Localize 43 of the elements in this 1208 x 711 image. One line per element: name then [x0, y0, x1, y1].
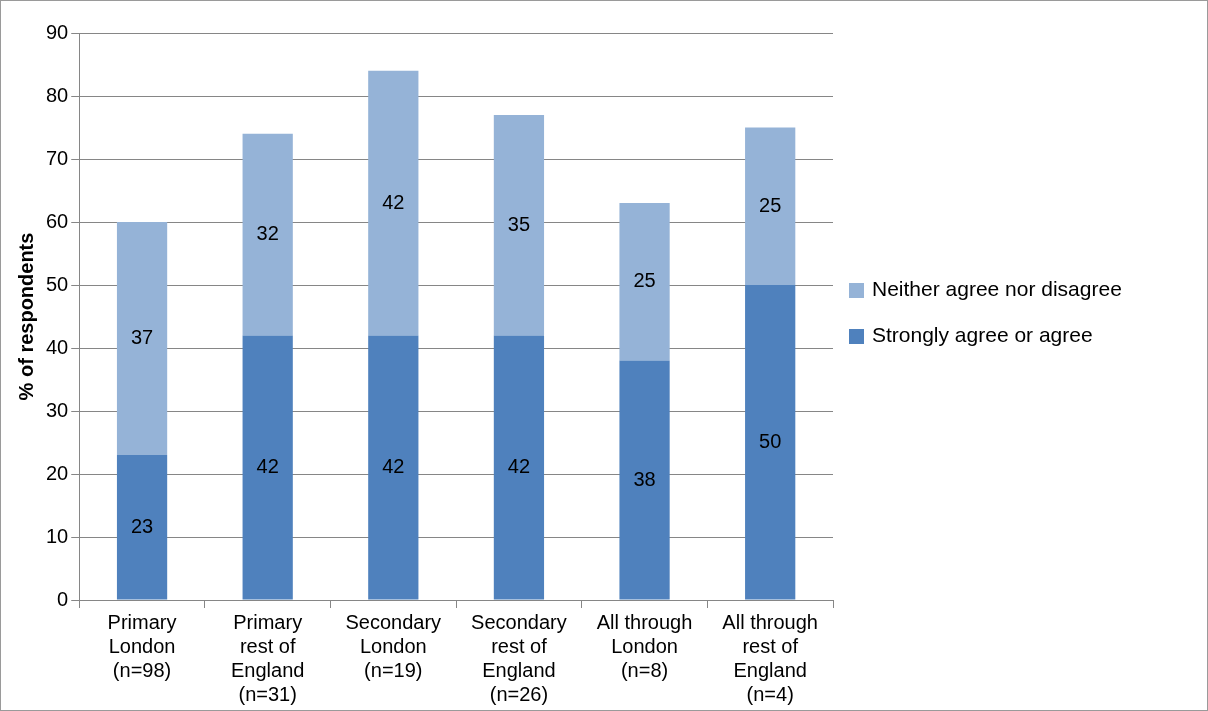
data-label: 42 — [256, 454, 279, 477]
bar — [745, 127, 796, 285]
legend-label: Strongly agree or agree — [872, 323, 1093, 347]
x-tick-label: All through London (n=8) — [596, 610, 693, 681]
x-tick-label: All through rest of England (n=4) — [722, 610, 818, 705]
data-label: 42 — [507, 454, 531, 477]
x-tick-label: Secondary London (n=19) — [345, 610, 442, 681]
y-tick-label: 10 — [46, 524, 69, 547]
bar — [242, 133, 293, 336]
bar — [116, 455, 168, 600]
bar — [116, 222, 168, 456]
y-tick-label: 30 — [46, 398, 69, 421]
x-tick-label: Secondary rest of England (n=26) — [471, 610, 567, 705]
y-axis-title: % of respondents — [14, 232, 37, 401]
data-label: 25 — [633, 269, 656, 292]
y-tick-label: 70 — [46, 146, 69, 169]
y-tick-label: 0 — [57, 587, 69, 610]
bar — [493, 335, 545, 600]
y-tick-label: 20 — [46, 461, 69, 484]
y-tick-label: 90 — [46, 20, 69, 43]
bar — [493, 114, 545, 336]
data-label: 50 — [759, 429, 782, 452]
y-tick-label: 60 — [46, 209, 69, 232]
legend-label: Neither agree nor disagree — [872, 277, 1122, 301]
data-label: 23 — [130, 514, 154, 537]
bar — [619, 360, 670, 600]
data-label: 42 — [382, 454, 405, 477]
bar — [619, 203, 670, 361]
bar — [368, 335, 419, 600]
data-label: 25 — [759, 193, 782, 216]
bar — [745, 285, 796, 600]
data-label: 42 — [382, 190, 405, 213]
x-tick-label: Primary London (n=98) — [107, 610, 177, 681]
y-tick-label: 80 — [46, 83, 69, 106]
y-tick-label: 40 — [46, 335, 69, 358]
x-tick-label: Primary rest of England (n=31) — [230, 610, 305, 705]
data-label: 37 — [130, 326, 154, 349]
data-label: 38 — [633, 467, 656, 490]
data-label: 32 — [256, 222, 279, 245]
bar — [242, 335, 293, 600]
bar — [368, 70, 419, 336]
y-tick-label: 50 — [46, 272, 69, 295]
data-label: 35 — [507, 212, 531, 235]
